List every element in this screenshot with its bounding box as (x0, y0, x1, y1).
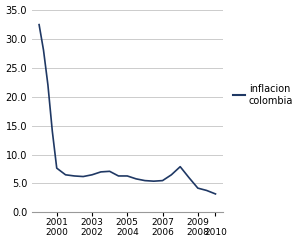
Legend: inflacion
colombia: inflacion colombia (229, 80, 297, 110)
